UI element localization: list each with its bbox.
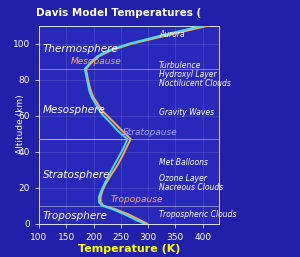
Text: Ozone Layer: Ozone Layer xyxy=(159,174,207,183)
Text: Troposphere: Troposphere xyxy=(43,212,108,221)
Text: Altitude (km): Altitude (km) xyxy=(16,95,26,154)
Text: Noctilucent Clouds: Noctilucent Clouds xyxy=(159,79,231,88)
Text: Met Balloons: Met Balloons xyxy=(159,158,208,167)
Text: Thermosphere: Thermosphere xyxy=(43,44,118,54)
Text: Davis Model Temperatures (: Davis Model Temperatures ( xyxy=(36,8,201,18)
Text: Hydroxyl Layer: Hydroxyl Layer xyxy=(159,70,217,79)
X-axis label: Temperature (K): Temperature (K) xyxy=(78,244,180,254)
Text: Tropopause: Tropopause xyxy=(111,195,164,204)
Text: Mesopause: Mesopause xyxy=(70,57,122,66)
Text: Mesosphere: Mesosphere xyxy=(43,105,106,115)
Text: Aurora: Aurora xyxy=(159,30,184,39)
Text: Stratosphere: Stratosphere xyxy=(43,170,110,180)
Text: Turbulence: Turbulence xyxy=(159,61,201,70)
Text: Nacreous Clouds: Nacreous Clouds xyxy=(159,183,223,192)
Text: Stratopause: Stratopause xyxy=(122,128,177,137)
Text: Tropospheric Clouds: Tropospheric Clouds xyxy=(159,210,236,219)
Text: Gravity Waves: Gravity Waves xyxy=(159,107,214,117)
